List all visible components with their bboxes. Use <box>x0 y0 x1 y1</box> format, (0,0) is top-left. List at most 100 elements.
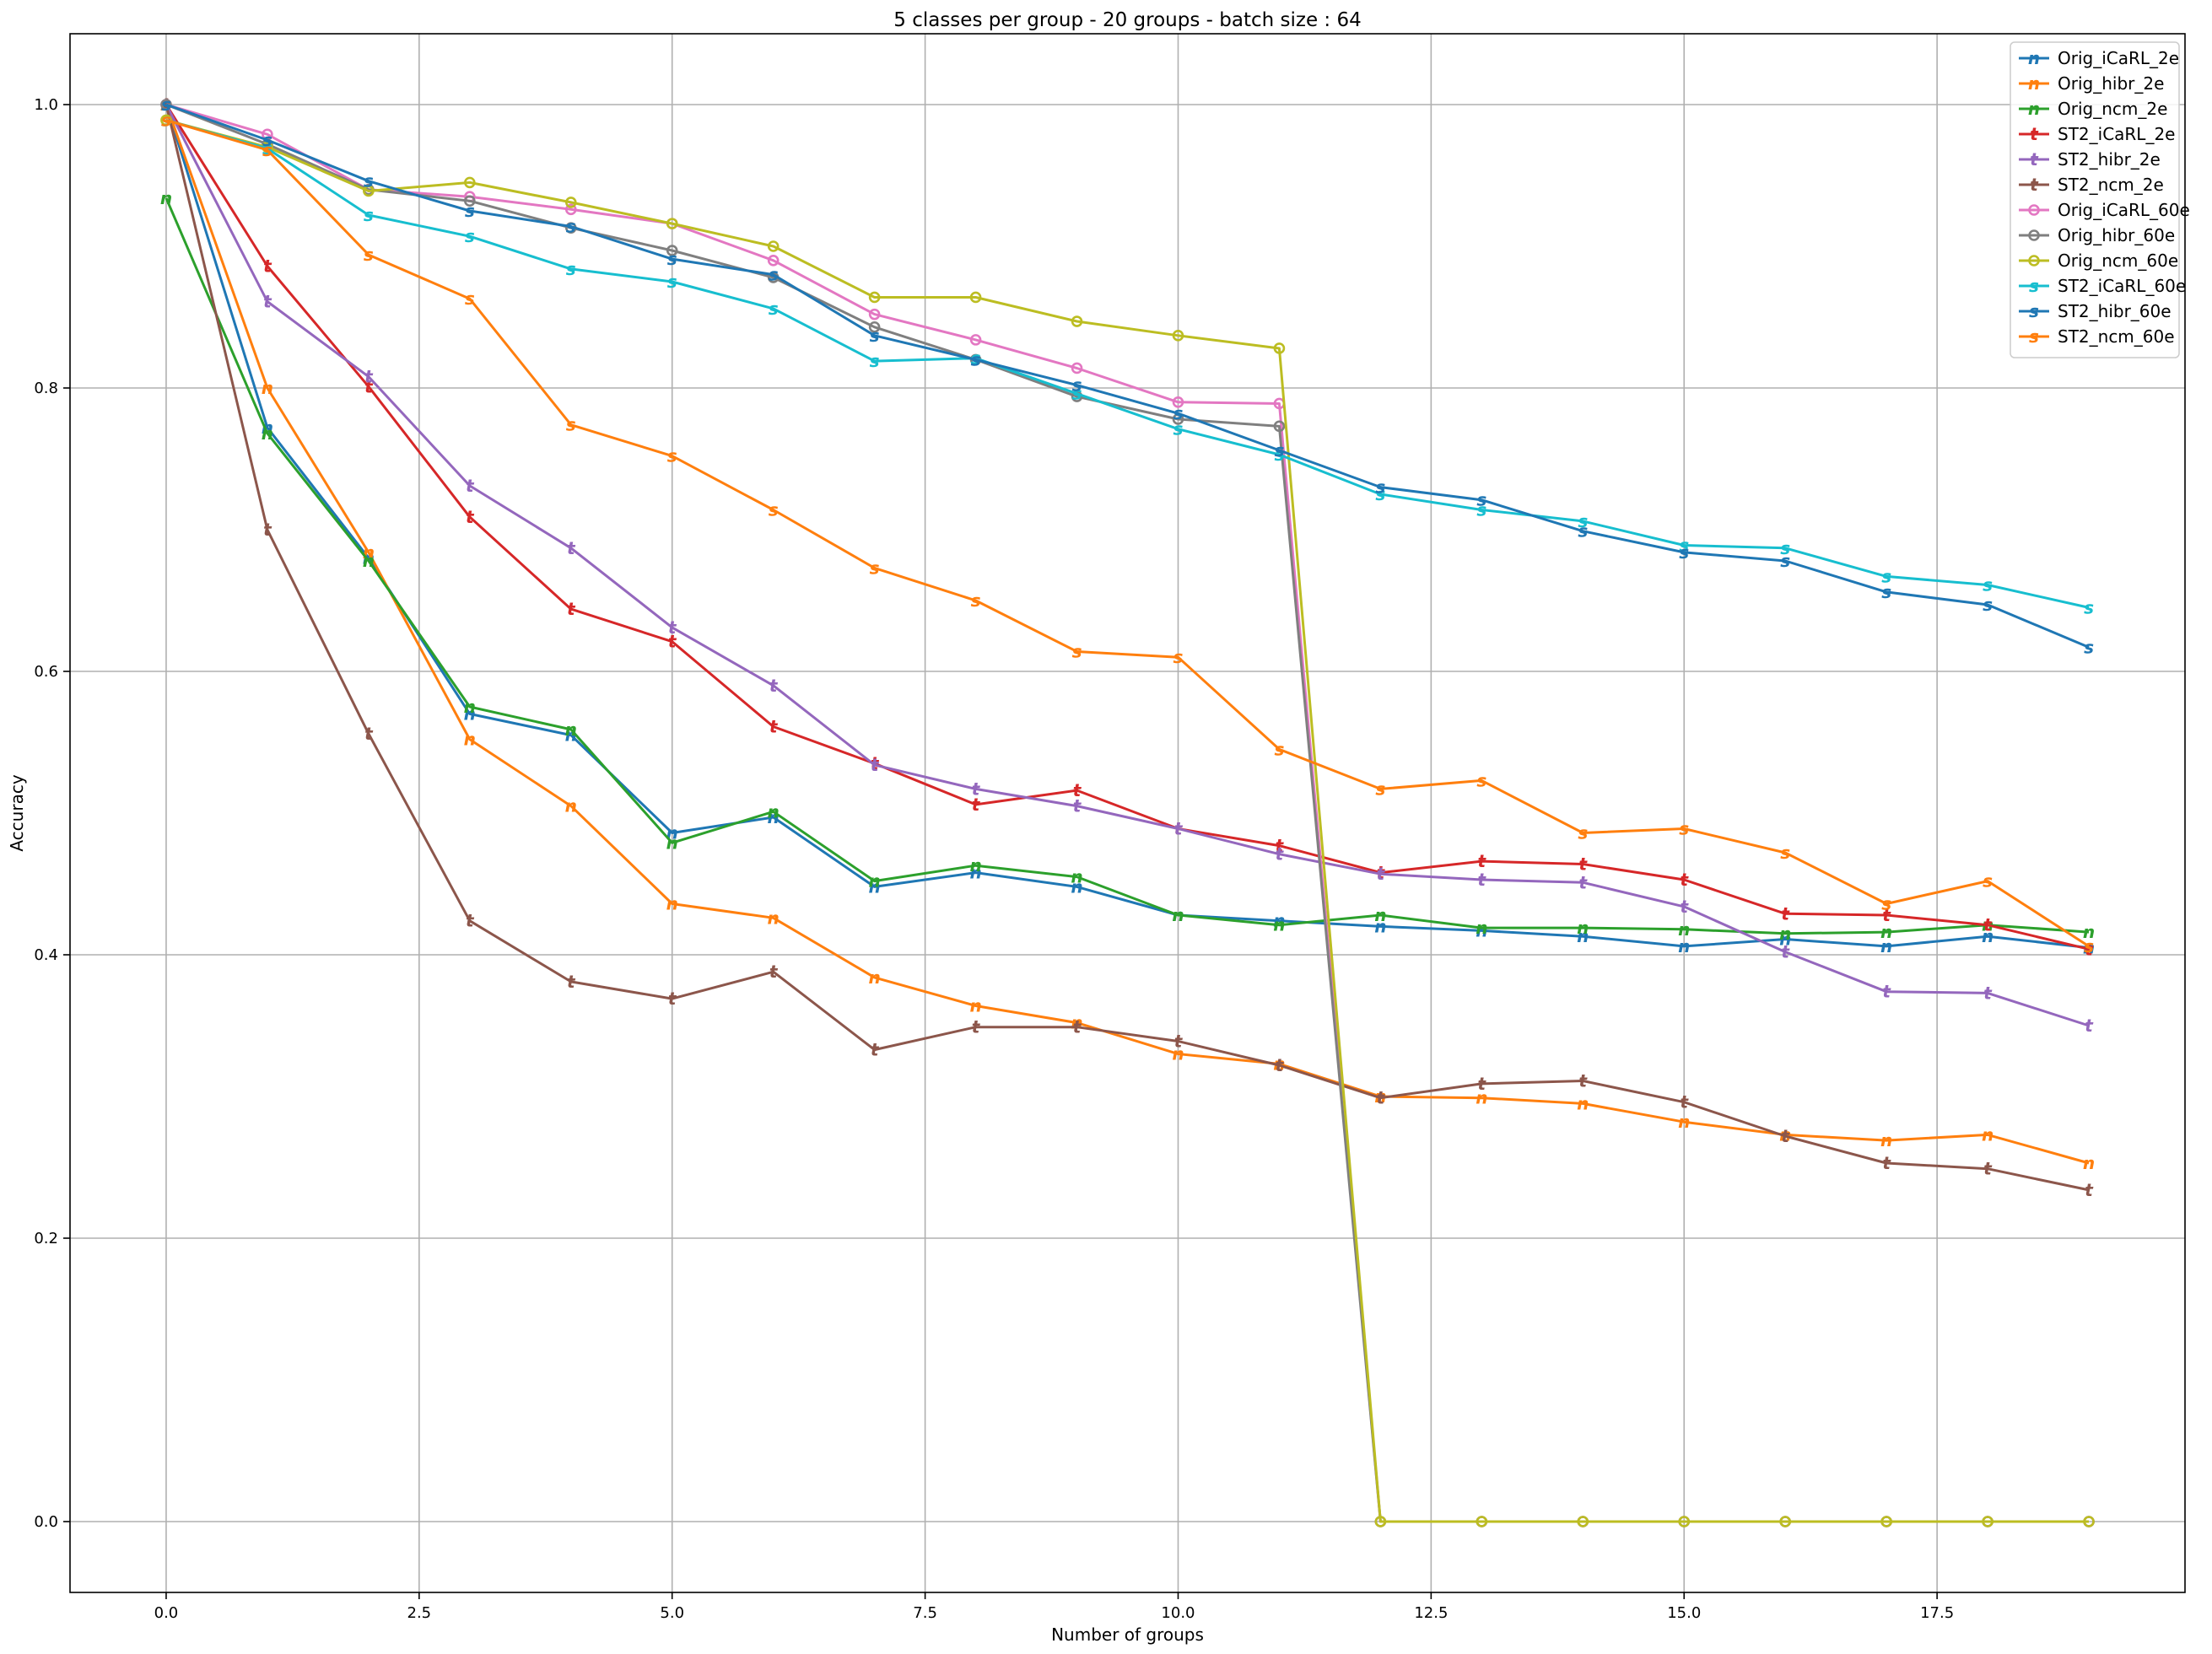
data-point: n <box>666 894 678 914</box>
data-point: t <box>1073 1017 1082 1037</box>
data-point: n <box>1982 926 1993 946</box>
legend-marker: n <box>2028 73 2040 94</box>
data-point <box>767 254 780 267</box>
legend-label: Orig_ncm_60e <box>2058 251 2178 271</box>
data-point: t <box>1276 844 1285 865</box>
legend-marker: s <box>2029 326 2039 347</box>
legend-marker <box>2028 204 2040 216</box>
data-point: s <box>1375 477 1385 498</box>
data-point: t <box>1377 863 1386 883</box>
data-point: n <box>1577 1093 1589 1113</box>
data-point: s <box>1983 871 1993 892</box>
data-point: s <box>870 558 880 578</box>
data-point <box>1982 1516 1993 1527</box>
legend-label: ST2_hibr_2e <box>2058 149 2161 170</box>
data-point: t <box>1680 897 1689 917</box>
x-tick-label: 15.0 <box>1667 1604 1701 1622</box>
data-point <box>969 334 982 346</box>
series-line <box>165 104 2090 1165</box>
legend-entry: Orig_hibr_60e <box>2019 225 2175 245</box>
data-point: s <box>971 590 981 611</box>
data-point <box>160 99 172 110</box>
data-point: n <box>464 697 476 717</box>
data-point: s <box>667 446 677 466</box>
data-point <box>1071 362 1083 374</box>
data-point: s <box>262 130 272 150</box>
data-point: s <box>465 226 475 246</box>
y-tick-label: 0.8 <box>34 380 58 397</box>
data-point: n <box>1273 915 1285 935</box>
data-point: t <box>1579 872 1589 892</box>
data-point: n <box>1880 922 1892 942</box>
x-tick-label: 7.5 <box>913 1604 937 1622</box>
data-point: s <box>262 140 272 160</box>
data-point <box>1779 1516 1791 1527</box>
legend-entry: s ST2_ncm_60e <box>2019 326 2175 347</box>
data-point: s <box>1476 499 1486 520</box>
series-line <box>165 119 2089 1523</box>
data-point: t <box>466 911 475 931</box>
legend-marker <box>2028 255 2040 267</box>
data-point: t <box>769 676 779 696</box>
data-point: t <box>769 962 779 982</box>
data-point: n <box>969 863 981 883</box>
data-point: t <box>263 520 272 540</box>
data-point: t <box>2085 1180 2094 1200</box>
data-point: s <box>161 94 171 115</box>
data-point: t <box>1781 903 1790 924</box>
data-point: n <box>1476 918 1487 938</box>
data-point: s <box>870 326 880 346</box>
data-point: s <box>769 499 779 520</box>
legend-entry: n Orig_hibr_2e <box>2019 73 2164 94</box>
data-point: t <box>1781 1126 1790 1146</box>
data-point: n <box>868 871 880 892</box>
data-point: s <box>1780 843 1790 863</box>
data-point: s <box>870 351 880 371</box>
data-point: t <box>972 779 981 799</box>
data-point: t <box>1579 854 1589 874</box>
series-line <box>165 197 2090 935</box>
data-point <box>868 291 881 304</box>
legend-label: ST2_ncm_2e <box>2058 175 2164 195</box>
data-point: t <box>1579 1071 1589 1091</box>
legend-entry: n Orig_ncm_2e <box>2019 99 2167 119</box>
data-point: s <box>1780 538 1790 558</box>
data-point: n <box>262 378 273 398</box>
x-tick-label: 10.0 <box>1161 1604 1195 1622</box>
legend-entry: Orig_ncm_60e <box>2019 251 2178 271</box>
data-point: s <box>1578 823 1588 843</box>
data-point: s <box>1679 818 1689 838</box>
legend-entry: s ST2_iCaRL_60e <box>2019 276 2186 296</box>
legend-entry: s ST2_hibr_60e <box>2019 301 2172 321</box>
legend-box <box>2010 41 2180 358</box>
data-point: s <box>161 110 171 130</box>
data-point: t <box>567 538 576 558</box>
data-point: s <box>1375 484 1385 504</box>
data-point: s <box>566 259 576 279</box>
data-point: t <box>1983 915 1993 935</box>
data-point: n <box>1071 867 1082 887</box>
data-point: t <box>466 476 475 496</box>
data-point <box>1577 1516 1589 1527</box>
legend-label: Orig_iCaRL_60e <box>2058 200 2190 220</box>
data-point: t <box>1478 1074 1487 1094</box>
data-point: n <box>1172 1044 1184 1064</box>
data-point: s <box>161 110 171 130</box>
data-point: t <box>668 617 677 638</box>
grid <box>70 34 2185 1592</box>
data-point <box>1476 1516 1488 1527</box>
x-tick-label: 5.0 <box>660 1604 684 1622</box>
data-point: t <box>567 599 576 619</box>
data-point: n <box>1577 918 1589 938</box>
data-point: t <box>668 989 677 1009</box>
data-point: s <box>1780 551 1790 571</box>
